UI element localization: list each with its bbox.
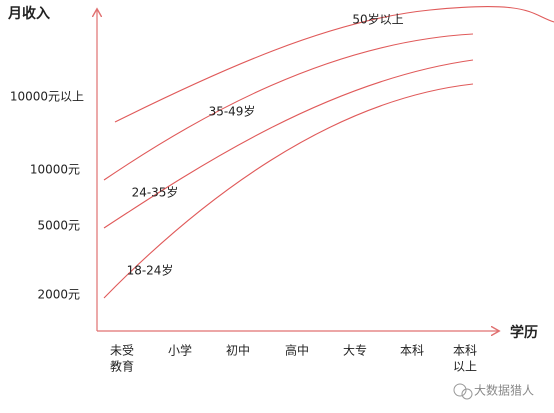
watermark: 大数据猎人	[474, 383, 534, 398]
y-label: 2000元	[37, 288, 80, 302]
x-label: 大专	[343, 343, 367, 358]
y-label: 10000元以上	[10, 90, 84, 104]
x-label: 本科	[453, 344, 477, 358]
y-axis-title: 月收入	[7, 5, 50, 22]
x-label: 初中	[226, 343, 250, 358]
x-label: 教育	[110, 359, 134, 374]
x-label: 高中	[285, 343, 309, 358]
curve-label: 35-49岁	[209, 104, 256, 119]
curve-label: 50岁以上	[352, 12, 403, 27]
x-axis-title: 学历	[510, 324, 538, 341]
x-label: 本科	[400, 344, 424, 358]
watermark-icon	[453, 383, 473, 400]
y-label: 10000元	[30, 163, 80, 177]
x-label: 小学	[168, 343, 192, 358]
y-label: 5000元	[37, 219, 80, 233]
curve-label: 18-24岁	[127, 263, 174, 278]
curve	[103, 59, 474, 229]
curve	[103, 83, 474, 299]
x-label: 未受	[110, 344, 134, 358]
x-label: 以上	[453, 360, 477, 374]
curve-label: 24-35岁	[132, 185, 179, 200]
curve	[103, 33, 474, 181]
curve	[114, 5, 554, 123]
